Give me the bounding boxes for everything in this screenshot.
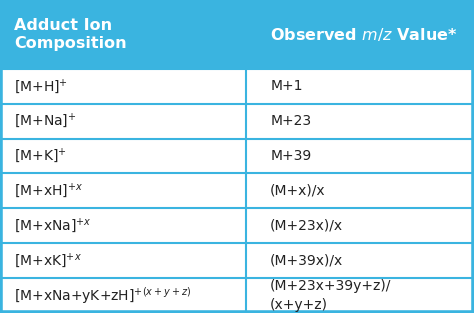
Bar — [246, 104, 474, 139]
Bar — [0, 208, 246, 243]
Bar — [246, 278, 474, 313]
Text: [M+xH]$^{+x}$: [M+xH]$^{+x}$ — [14, 182, 83, 200]
Bar — [246, 139, 474, 173]
Text: [M+Na]$^{+}$: [M+Na]$^{+}$ — [14, 112, 77, 131]
Text: [M+K]$^{+}$: [M+K]$^{+}$ — [14, 147, 67, 165]
Text: M+39: M+39 — [270, 149, 311, 163]
Bar — [0, 173, 246, 208]
Bar — [0, 243, 246, 278]
Text: M+23: M+23 — [270, 114, 311, 128]
Bar — [246, 243, 474, 278]
Bar — [246, 69, 474, 104]
Text: (M+x)/x: (M+x)/x — [270, 184, 326, 198]
Bar — [0, 69, 246, 104]
Text: [M+xK]$^{+x}$: [M+xK]$^{+x}$ — [14, 251, 82, 270]
Text: (M+23x)/x: (M+23x)/x — [270, 219, 343, 233]
Bar — [0, 139, 246, 173]
Text: [M+H]$^{+}$: [M+H]$^{+}$ — [14, 77, 68, 95]
Text: Observed $\mathit{m/z}$ Value*: Observed $\mathit{m/z}$ Value* — [270, 26, 458, 43]
Text: [M+xNa]$^{+x}$: [M+xNa]$^{+x}$ — [14, 217, 92, 235]
Text: Adduct Ion
Composition: Adduct Ion Composition — [14, 18, 127, 51]
Text: (M+39x)/x: (M+39x)/x — [270, 254, 344, 268]
Text: M+1: M+1 — [270, 79, 303, 93]
Bar — [0, 278, 246, 313]
Bar — [246, 173, 474, 208]
Bar — [0, 0, 474, 69]
Bar — [246, 208, 474, 243]
Bar — [0, 104, 246, 139]
Text: [M+xNa+yK+zH]$^{+(x+y+z)}$: [M+xNa+yK+zH]$^{+(x+y+z)}$ — [14, 285, 191, 306]
Text: (M+23x+39y+z)/
(x+y+z): (M+23x+39y+z)/ (x+y+z) — [270, 280, 392, 312]
